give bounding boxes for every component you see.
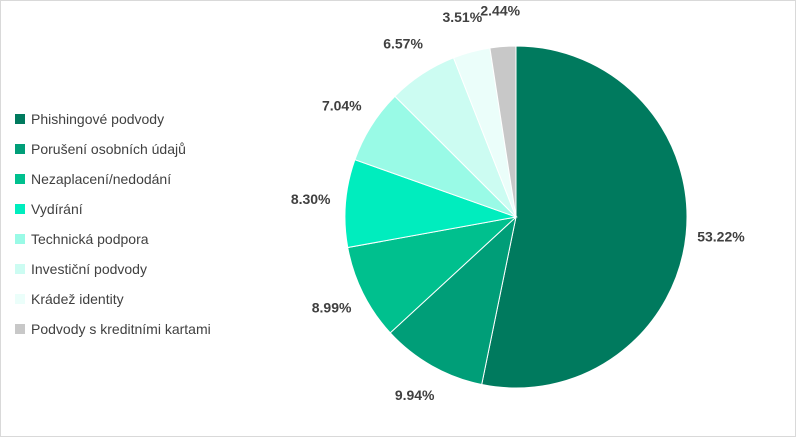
- slice-value-label: 8.30%: [291, 191, 331, 207]
- pie-slice: [344, 159, 518, 249]
- legend-item: Vydírání: [15, 194, 211, 224]
- legend-item: Nezaplacení/nedodání: [15, 164, 211, 194]
- pie-slice: [389, 215, 517, 386]
- slice-value-label: 53.22%: [697, 228, 745, 244]
- legend-label: Nezaplacení/nedodání: [31, 171, 172, 187]
- legend-label: Vydírání: [31, 201, 83, 217]
- legend-swatch: [15, 234, 25, 244]
- legend-item: Technická podpora: [15, 224, 211, 254]
- legend-swatch: [15, 114, 25, 124]
- legend-label: Investiční podvody: [31, 261, 147, 277]
- legend-label: Podvody s kreditními kartami: [31, 321, 211, 337]
- legend-swatch: [15, 324, 25, 334]
- legend-item: Phishingové podvody: [15, 104, 211, 134]
- legend-swatch: [15, 204, 25, 214]
- slice-value-label: 3.51%: [442, 9, 482, 25]
- pie-slice: [489, 45, 517, 218]
- legend-label: Phishingové podvody: [31, 111, 165, 127]
- legend-swatch: [15, 294, 25, 304]
- slice-value-label: 9.94%: [395, 387, 435, 403]
- legend-item: Porušení osobních údajů: [15, 134, 211, 164]
- pie-labels: 53.22% 9.94% 8.99% 8.30% 7.04% 6.57% 3.51%2.44…: [291, 2, 745, 403]
- legend-label: Technická podpora: [31, 231, 149, 247]
- legend-swatch: [15, 144, 25, 154]
- pie-slice: [481, 45, 688, 389]
- legend-label: Porušení osobních údajů: [31, 141, 186, 157]
- pie-slice: [347, 216, 518, 334]
- legend-item: Krádež identity: [15, 284, 211, 314]
- slice-value-label: 6.57%: [383, 35, 423, 51]
- legend-item: Podvody s kreditními kartami: [15, 314, 211, 344]
- legend-swatch: [15, 174, 25, 184]
- legend-item: Investiční podvody: [15, 254, 211, 284]
- legend-swatch: [15, 264, 25, 274]
- pie-slices: [344, 45, 688, 389]
- slice-value-label: 7.04%: [322, 98, 362, 114]
- slice-value-label: 8.99%: [312, 300, 352, 316]
- slice-value-label: 2.44%: [480, 2, 520, 18]
- legend-label: Krádež identity: [31, 291, 124, 307]
- legend: Phishingové podvody Porušení osobních úd…: [15, 104, 211, 344]
